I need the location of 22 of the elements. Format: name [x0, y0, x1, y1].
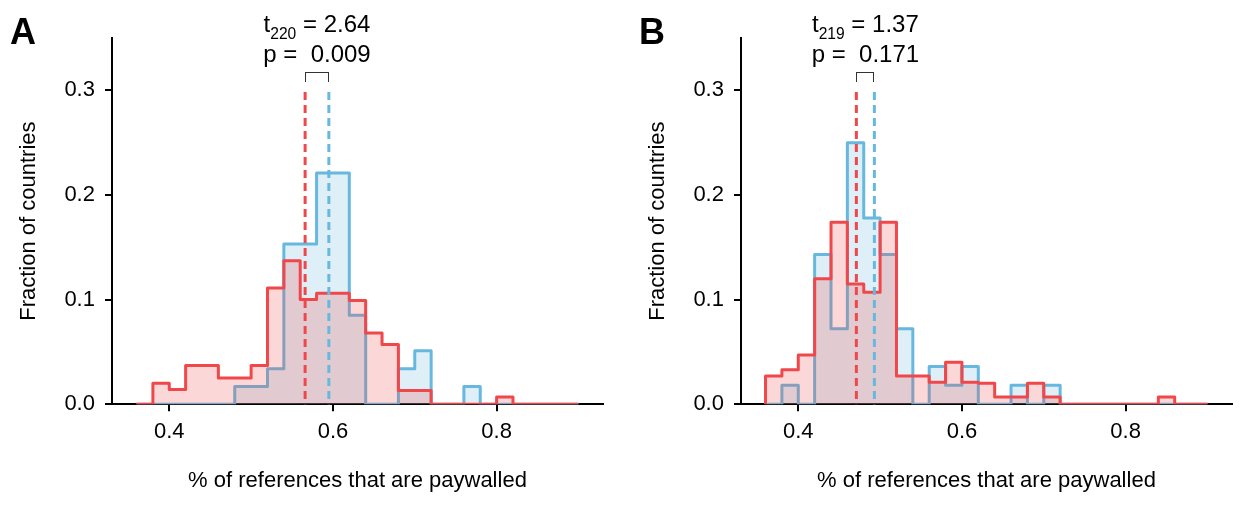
y-tick-label: 0.0 — [693, 390, 724, 416]
y-axis-title: Fraction of countries — [15, 121, 41, 321]
y-axis-title: Fraction of countries — [644, 121, 670, 321]
y-tick-label: 0.3 — [693, 76, 724, 102]
y-tick-label: 0.2 — [64, 181, 95, 207]
chart-title: A — [10, 11, 36, 52]
y-tick-label: 0.1 — [64, 285, 95, 311]
x-tick-label: 0.4 — [782, 418, 814, 444]
x-axis-title: % of references that are paywalled — [188, 466, 527, 492]
x-tick-label: 0.6 — [946, 418, 978, 444]
x-axis-title: % of references that are paywalled — [817, 466, 1156, 492]
x-tick-label: 0.6 — [317, 418, 349, 444]
x-tick-label: 0.4 — [153, 418, 185, 444]
y-tick-label: 0.0 — [64, 390, 95, 416]
x-tick-label: 0.8 — [1110, 418, 1141, 444]
chart-title: B — [639, 11, 665, 52]
x-tick-label: 0.8 — [481, 418, 512, 444]
y-tick-label: 0.2 — [693, 181, 724, 207]
y-tick-label: 0.3 — [64, 76, 95, 102]
y-tick-label: 0.1 — [693, 285, 724, 311]
annotation: p = 0.171 — [811, 40, 920, 67]
annotation: p = 0.009 — [263, 40, 371, 67]
